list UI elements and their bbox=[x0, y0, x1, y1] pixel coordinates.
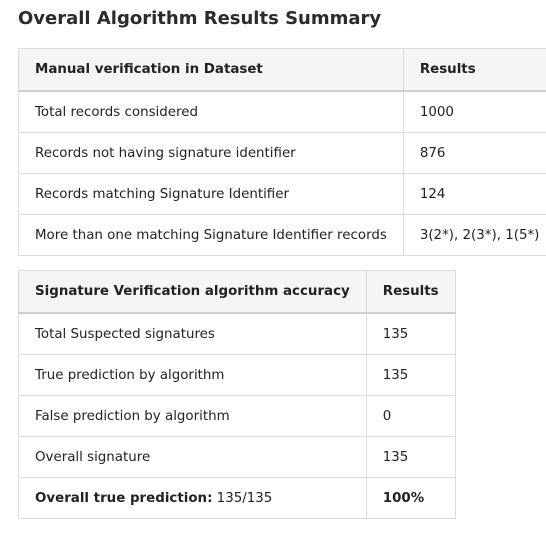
table-row: Overall signature 135 bbox=[18, 436, 456, 478]
row-label: True prediction by algorithm bbox=[18, 354, 367, 396]
table-header-row: Signature Verification algorithm accurac… bbox=[18, 270, 456, 314]
table-row: Records not having signature identifier … bbox=[18, 132, 546, 174]
row-label: Records not having signature identifier bbox=[18, 132, 404, 174]
table-row: Total records considered 1000 bbox=[18, 90, 546, 133]
row-value: 876 bbox=[402, 132, 546, 174]
row-value: 135 bbox=[365, 436, 456, 478]
row-value: 135 bbox=[365, 354, 456, 396]
table-header-row: Manual verification in Dataset Results bbox=[18, 48, 546, 92]
summary-label: Overall true prediction: 135/135 bbox=[18, 477, 367, 519]
table-row: More than one matching Signature Identif… bbox=[18, 214, 546, 256]
row-value: 0 bbox=[365, 395, 456, 437]
dataset-verification-table: Manual verification in Dataset Results T… bbox=[18, 48, 546, 256]
summary-value-text: 100% bbox=[382, 490, 425, 506]
summary-value: 100% bbox=[365, 477, 456, 519]
row-value: 135 bbox=[365, 312, 456, 355]
row-value: 1000 bbox=[402, 90, 546, 133]
summary-label-bold: Overall true prediction: bbox=[35, 490, 213, 506]
page-title: Overall Algorithm Results Summary bbox=[18, 8, 382, 29]
algorithm-accuracy-table: Signature Verification algorithm accurac… bbox=[18, 270, 456, 519]
row-label: Records matching Signature Identifier bbox=[18, 173, 404, 215]
table-row: False prediction by algorithm 0 bbox=[18, 395, 456, 437]
summary-label-rest: 135/135 bbox=[212, 490, 273, 506]
row-value: 124 bbox=[402, 173, 546, 215]
table-row: Records matching Signature Identifier 12… bbox=[18, 173, 546, 215]
row-label: More than one matching Signature Identif… bbox=[18, 214, 404, 256]
summary-row: Overall true prediction: 135/135 100% bbox=[18, 477, 456, 519]
row-label: Overall signature bbox=[18, 436, 367, 478]
table-row: True prediction by algorithm 135 bbox=[18, 354, 456, 396]
row-label: False prediction by algorithm bbox=[18, 395, 367, 437]
column-header-manual-verification: Manual verification in Dataset bbox=[18, 48, 404, 92]
row-label: Total Suspected signatures bbox=[18, 312, 367, 355]
column-header-results: Results bbox=[402, 48, 546, 92]
column-header-results: Results bbox=[365, 270, 456, 314]
table-row: Total Suspected signatures 135 bbox=[18, 312, 456, 355]
row-value: 3(2*), 2(3*), 1(5*) bbox=[402, 214, 546, 256]
row-label: Total records considered bbox=[18, 90, 404, 133]
column-header-algorithm-accuracy: Signature Verification algorithm accurac… bbox=[18, 270, 367, 314]
